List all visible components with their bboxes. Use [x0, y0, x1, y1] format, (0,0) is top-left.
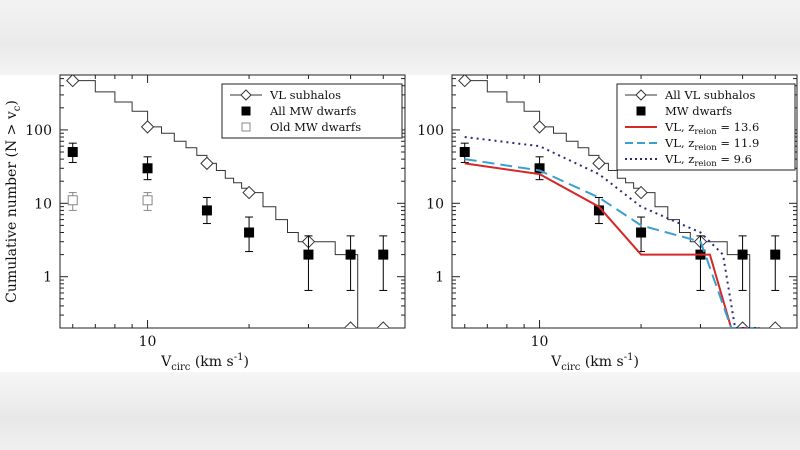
legend-label-vl-z-reion-13-6: VL, zreion = 13.6 — [664, 120, 759, 137]
y-tick-label-1: 1 — [43, 270, 52, 286]
x-axis-label: Vcirc (km s-1) — [550, 352, 639, 373]
diamond-marker — [592, 156, 606, 171]
filled-square-marker — [459, 147, 470, 158]
open-square-marker — [142, 195, 153, 206]
legend-label-vl-z-reion-9-6: VL, zreion = 9.6 — [664, 152, 752, 169]
blurred-bottom-band — [0, 372, 800, 450]
plot-data-area — [66, 75, 390, 328]
legend-swatch-diamond — [635, 89, 647, 101]
legend: VL subhalos All MW dwarfs Old MW dwarfs — [221, 83, 403, 139]
legend-label-all-vl-subhalos: All VL subhalos — [664, 88, 755, 102]
diamond-marker — [458, 75, 472, 88]
plot-frame — [59, 74, 406, 329]
legend-box — [221, 83, 403, 139]
diamond-marker — [376, 321, 390, 328]
blurred-top-band — [0, 0, 800, 75]
x-axis-label: Vcirc (km s-1) — [160, 352, 249, 373]
filled-square-marker — [636, 227, 647, 238]
plot-frame — [451, 74, 798, 329]
legend-label-vl-subhalos: VL subhalos — [269, 88, 341, 102]
filled-square-marker — [770, 249, 781, 260]
legend-label-vl-z-reion-11-9: VL, zreion = 11.9 — [664, 136, 759, 153]
filled-square-marker — [345, 249, 356, 260]
filled-square-marker — [737, 249, 748, 260]
y-tick-label-100: 100 — [417, 123, 444, 139]
legend-swatch-square — [241, 122, 251, 132]
diamond-marker — [343, 321, 358, 328]
series-vl-subhalos-line — [72, 80, 378, 328]
filled-square-marker — [378, 249, 389, 260]
y-tick-label-10: 10 — [34, 196, 52, 212]
diamond-marker — [200, 156, 214, 171]
plot-data-area — [458, 75, 782, 328]
diamond-marker — [735, 321, 750, 328]
y-tick-label-1: 1 — [435, 270, 444, 286]
series-vl-z-reion-13-6-line — [464, 162, 760, 328]
diamond-marker — [768, 321, 782, 328]
diamond-marker — [140, 120, 155, 134]
filled-square-marker — [303, 249, 314, 260]
x-tick-label-10: 10 — [531, 334, 549, 350]
y-axis-label: Cumulative number (N > vc) — [4, 100, 23, 303]
legend-label-mw-dwarfs: MW dwarfs — [665, 104, 732, 118]
series-vl-z-reion-11-9-line — [464, 158, 760, 328]
legend: All VL subhalos MW dwarfs VL, zreion = 13.… — [616, 83, 796, 171]
filled-square-marker — [534, 163, 545, 174]
legend-label-old-mw-dwarfs: Old MW dwarfs — [270, 120, 361, 134]
series-all-vl-subhalos-line — [464, 80, 770, 328]
legend-swatch-square — [241, 106, 251, 116]
diamond-marker — [532, 120, 547, 134]
filled-square-marker — [244, 227, 255, 238]
diamond-marker — [66, 75, 80, 88]
diamond-marker — [634, 185, 648, 200]
y-tick-label-100: 100 — [25, 123, 52, 139]
legend-label-all-mw-dwarfs: All MW dwarfs — [269, 104, 356, 118]
filled-square-marker — [67, 147, 78, 158]
filled-square-marker — [201, 205, 212, 216]
legend-swatch-diamond — [240, 89, 252, 101]
legend-swatch-square — [636, 106, 646, 116]
diamond-marker — [242, 185, 256, 200]
y-tick-label-10: 10 — [426, 196, 444, 212]
filled-square-marker — [142, 163, 153, 174]
x-tick-label-10: 10 — [139, 334, 157, 350]
open-square-marker — [67, 195, 78, 206]
